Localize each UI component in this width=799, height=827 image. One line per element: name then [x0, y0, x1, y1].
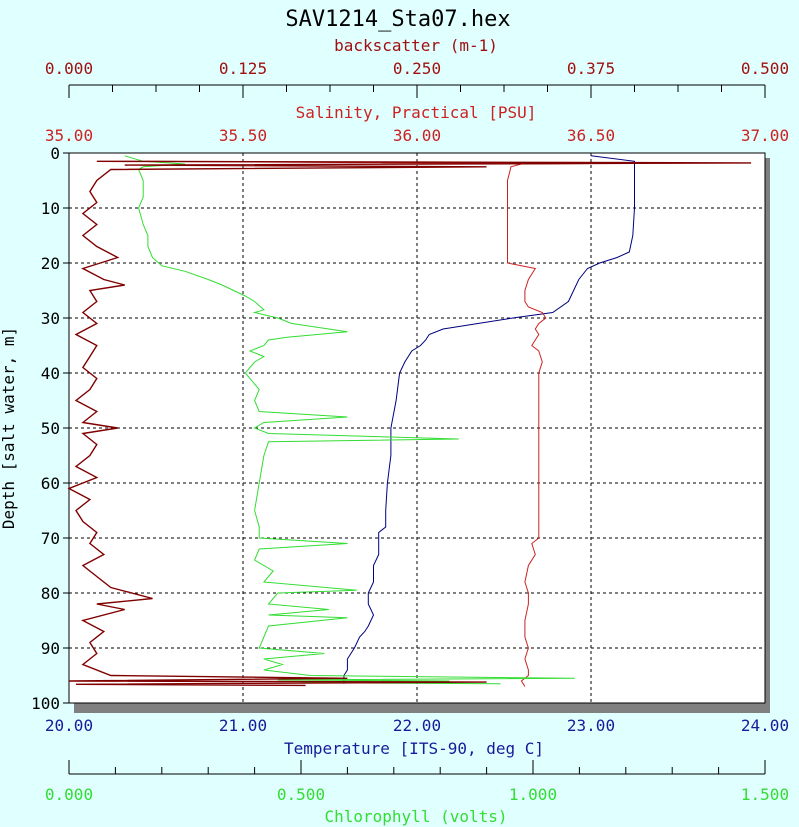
- depth-tick-label: 50: [41, 419, 60, 438]
- backscatter-axis: 0.000 0.125 0.250 0.375 0.500: [45, 59, 789, 98]
- chlorophyll-axis: 0.000 0.500 1.000 1.500: [45, 760, 789, 804]
- depth-tick-label: 70: [41, 529, 60, 548]
- backscatter-tick-label: 0.375: [567, 59, 615, 78]
- depth-tick-label: 100: [31, 694, 60, 713]
- temperature-axis-label: Temperature [ITS-90, deg C]: [284, 739, 544, 758]
- chlorophyll-tick-label: 1.000: [509, 785, 557, 804]
- chlorophyll-tick-label: 0.000: [45, 785, 93, 804]
- salinity-axis-label: Salinity, Practical [PSU]: [296, 103, 537, 122]
- series-temperature-line: [343, 155, 635, 684]
- series-salinity-line: [145, 160, 609, 687]
- backscatter-tick-label: 0.500: [741, 59, 789, 78]
- depth-tick-label: 30: [41, 309, 60, 328]
- salinity-tick-labels: 35.00 35.50 36.00 36.50 37.00: [45, 126, 789, 145]
- temperature-tick-label: 22.00: [393, 716, 441, 735]
- series-layer: [67, 155, 752, 687]
- depth-axis-label: Depth [salt water, m]: [0, 327, 18, 529]
- salinity-tick-label: 37.00: [741, 126, 789, 145]
- chart-title: SAV1214_Sta07.hex: [285, 7, 510, 32]
- backscatter-tick-label: 0.000: [45, 59, 93, 78]
- depth-tick-label: 0: [50, 144, 60, 163]
- series-chlorophyll-line: [124, 155, 575, 685]
- salinity-tick-label: 35.00: [45, 126, 93, 145]
- temperature-tick-labels: 20.00 21.00 22.00 23.00 24.00: [45, 716, 789, 735]
- salinity-tick-label: 35.50: [219, 126, 267, 145]
- temperature-tick-label: 21.00: [219, 716, 267, 735]
- chlorophyll-tick-label: 1.500: [741, 785, 789, 804]
- depth-tick-label: 40: [41, 364, 60, 383]
- backscatter-axis-label: backscatter (m-1): [334, 36, 498, 55]
- temperature-tick-label: 20.00: [45, 716, 93, 735]
- series-backscatter-line: [67, 160, 752, 687]
- depth-tick-labels: 0 10 20 30 40 50 60 70 80 90 100: [31, 144, 69, 713]
- depth-tick-label: 90: [41, 639, 60, 658]
- salinity-tick-label: 36.00: [393, 126, 441, 145]
- temperature-tick-label: 24.00: [741, 716, 789, 735]
- backscatter-tick-label: 0.125: [219, 59, 267, 78]
- depth-tick-label: 60: [41, 474, 60, 493]
- backscatter-tick-label: 0.250: [393, 59, 441, 78]
- grid: [69, 153, 765, 703]
- temperature-tick-label: 23.00: [567, 716, 615, 735]
- depth-tick-label: 80: [41, 584, 60, 603]
- depth-tick-label: 10: [41, 199, 60, 218]
- chlorophyll-tick-label: 0.500: [277, 785, 325, 804]
- salinity-tick-label: 36.50: [567, 126, 615, 145]
- chlorophyll-axis-label: Chlorophyll (volts): [324, 807, 507, 826]
- depth-tick-label: 20: [41, 254, 60, 273]
